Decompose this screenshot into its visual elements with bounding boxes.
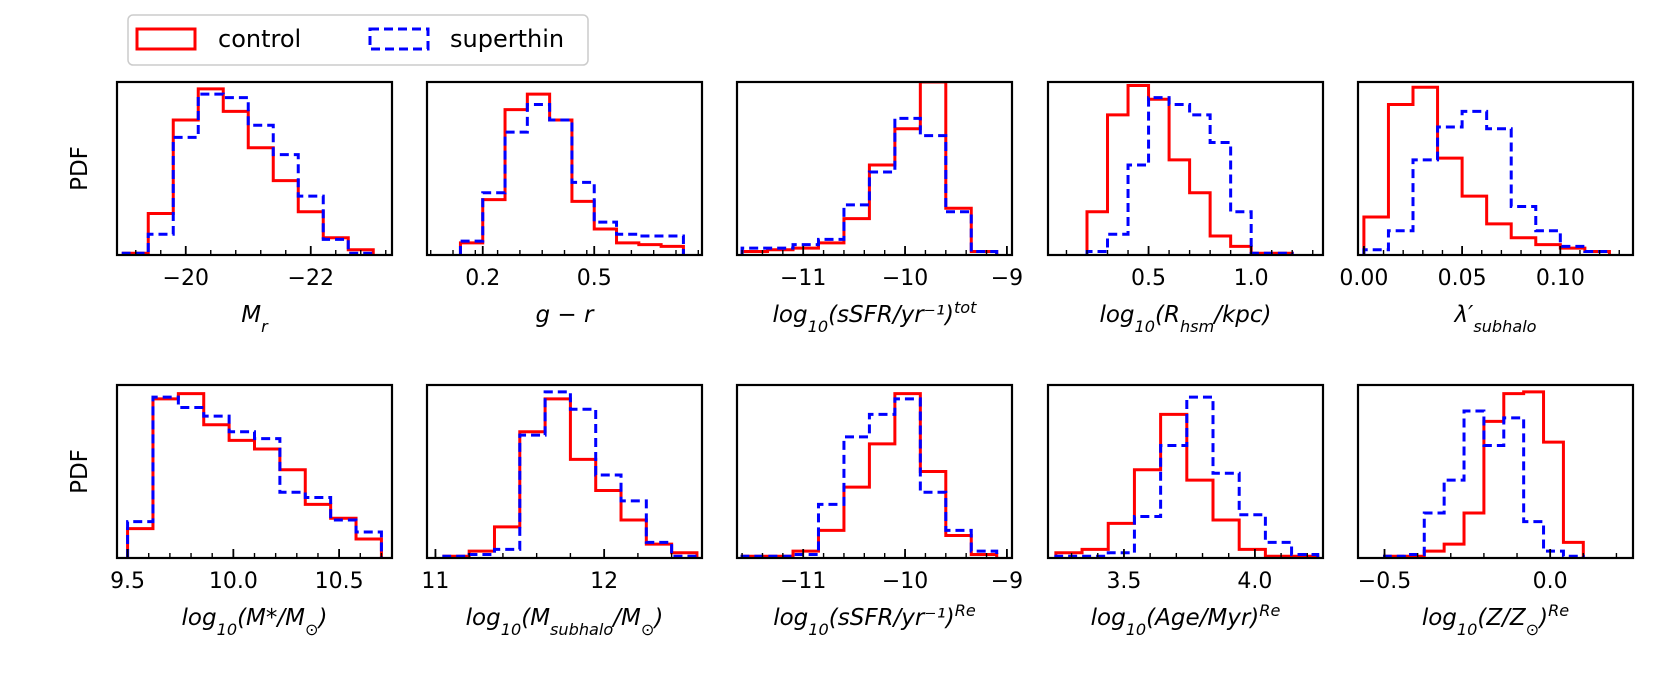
histogram-panels: −20 −22 Mr PDF 0.2 0.5 g − r −11 −10 −9 log10(sSFR… bbox=[67, 80, 1635, 639]
series-superthin bbox=[1362, 109, 1611, 255]
tick-label: 0.5 bbox=[1131, 266, 1166, 291]
panel-1-1: 11 12 log10(Msubhalo/M⊙) bbox=[421, 383, 704, 639]
axes-frame bbox=[1046, 80, 1325, 257]
axes-frame bbox=[735, 383, 1014, 560]
tick-label: −0.5 bbox=[1358, 569, 1411, 594]
legend-swatch-superthin bbox=[368, 27, 430, 51]
tick-label: 0.00 bbox=[1339, 266, 1388, 291]
axes-frame bbox=[115, 383, 394, 560]
y-axis-label: PDF bbox=[67, 449, 93, 494]
x-axis-label: g − r bbox=[536, 302, 595, 328]
y-axis-label: PDF bbox=[67, 146, 93, 191]
tick-label: 10.0 bbox=[209, 569, 258, 594]
x-axis-label: log10(sSFR/yr⁻¹)tot bbox=[773, 298, 978, 336]
tick-label: 11 bbox=[421, 569, 449, 594]
series-control bbox=[121, 87, 375, 255]
axes-frame bbox=[735, 80, 1014, 257]
tick-label: −10 bbox=[882, 569, 928, 594]
tick-label: 0.10 bbox=[1536, 266, 1585, 291]
tick-label: 0.5 bbox=[577, 266, 612, 291]
series-superthin bbox=[126, 395, 383, 558]
tick-label: 10.5 bbox=[315, 569, 364, 594]
tick-label: 0.2 bbox=[465, 266, 500, 291]
legend-frame bbox=[127, 14, 589, 66]
tick-label: 4.0 bbox=[1237, 569, 1272, 594]
axes-frame bbox=[1356, 80, 1635, 257]
legend-label-control: control bbox=[218, 25, 301, 53]
x-axis-label: log10(Z/Z⊙)Re bbox=[1422, 601, 1569, 639]
axes-frame bbox=[1356, 383, 1635, 560]
axes-frame bbox=[115, 80, 394, 257]
panel-0-3: 0.5 1.0 log10(Rhsm/kpc) bbox=[1046, 80, 1325, 336]
tick-label: 9.5 bbox=[110, 569, 145, 594]
tick-label: −9 bbox=[991, 569, 1023, 594]
series-superthin bbox=[442, 390, 699, 558]
axes-frame bbox=[425, 80, 704, 257]
x-axis-label: log10(Msubhalo/M⊙) bbox=[466, 605, 664, 639]
panel-1-2: −11 −10 −9 log10(sSFR/yr⁻¹)Re bbox=[735, 383, 1023, 639]
x-axis-label: log10(M*/M⊙) bbox=[182, 605, 328, 639]
series-control bbox=[1362, 85, 1611, 255]
series-control bbox=[740, 392, 999, 558]
x-axis-label: Mr bbox=[241, 302, 269, 336]
series-control bbox=[126, 392, 383, 558]
legend-swatch-control bbox=[135, 27, 197, 51]
tick-label: −20 bbox=[163, 266, 209, 291]
axes-frame bbox=[425, 383, 704, 560]
tick-label: 0.0 bbox=[1533, 569, 1568, 594]
series-control bbox=[442, 397, 699, 558]
x-axis-label: log10(sSFR/yr⁻¹)Re bbox=[773, 601, 976, 639]
tick-label: 1.0 bbox=[1234, 266, 1269, 291]
series-superthin bbox=[740, 397, 999, 558]
series-superthin bbox=[1054, 395, 1320, 558]
series-superthin bbox=[458, 102, 685, 255]
legend: control superthin bbox=[127, 14, 589, 66]
series-superthin bbox=[740, 116, 999, 255]
tick-label: −11 bbox=[780, 266, 826, 291]
x-axis-label: log10(Age/Myr)Re bbox=[1091, 601, 1281, 639]
panel-1-4: −0.5 0.0 log10(Z/Z⊙)Re bbox=[1356, 383, 1635, 639]
panel-0-0: −20 −22 Mr PDF bbox=[67, 80, 394, 336]
panel-0-1: 0.2 0.5 g − r bbox=[425, 80, 704, 328]
series-superthin bbox=[1383, 409, 1585, 558]
series-superthin bbox=[121, 92, 375, 255]
tick-label: 12 bbox=[590, 569, 618, 594]
tick-label: −9 bbox=[991, 266, 1023, 291]
tick-label: −10 bbox=[882, 266, 928, 291]
panel-1-0: 9.5 10.0 10.5 log10(M*/M⊙) PDF bbox=[67, 383, 394, 639]
tick-label: 0.05 bbox=[1438, 266, 1487, 291]
series-superthin bbox=[1085, 96, 1294, 255]
tick-label: 3.5 bbox=[1106, 569, 1141, 594]
legend-label-superthin: superthin bbox=[450, 25, 564, 53]
axes-frame bbox=[1046, 383, 1325, 560]
panel-1-3: 3.5 4.0 log10(Age/Myr)Re bbox=[1046, 383, 1325, 639]
tick-label: −22 bbox=[288, 266, 334, 291]
panel-0-4: 0.00 0.05 0.10λ′subhalo bbox=[1339, 80, 1635, 336]
panel-0-2: −11 −10 −9 log10(sSFR/yr⁻¹)tot bbox=[735, 80, 1023, 336]
series-control bbox=[740, 82, 999, 255]
x-axis-label: log10(Rhsm/kpc) bbox=[1099, 302, 1271, 336]
x-axis-label: λ′subhalo bbox=[1452, 302, 1536, 336]
series-control bbox=[458, 92, 685, 255]
tick-label: −11 bbox=[780, 569, 826, 594]
